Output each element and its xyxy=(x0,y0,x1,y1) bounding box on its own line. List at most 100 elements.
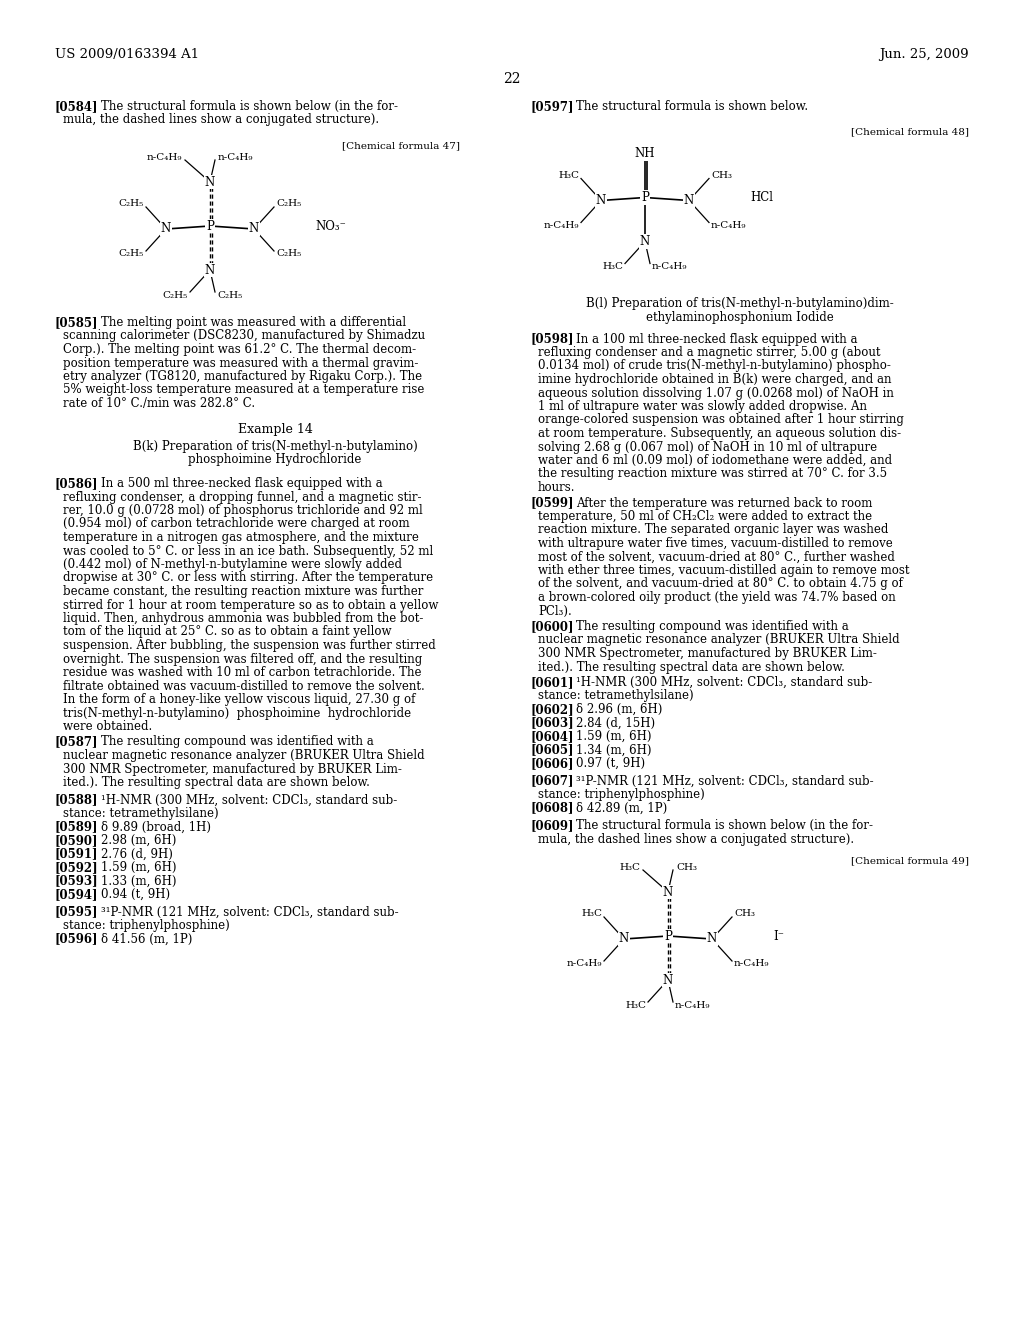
Text: Jun. 25, 2009: Jun. 25, 2009 xyxy=(880,48,969,61)
Text: [0593]: [0593] xyxy=(55,874,98,887)
Text: 0.97 (t, 9H): 0.97 (t, 9H) xyxy=(575,756,645,770)
Text: [0589]: [0589] xyxy=(55,821,98,833)
Text: [0584]: [0584] xyxy=(55,100,98,114)
Text: δ 9.89 (broad, 1H): δ 9.89 (broad, 1H) xyxy=(101,821,211,833)
Text: C₂H₅: C₂H₅ xyxy=(119,249,144,259)
Text: P: P xyxy=(206,219,214,232)
Text: 2.84 (d, 15H): 2.84 (d, 15H) xyxy=(575,717,655,730)
Text: with ether three times, vacuum-distilled again to remove most: with ether three times, vacuum-distilled… xyxy=(538,564,909,577)
Text: N: N xyxy=(663,974,673,986)
Text: δ 42.89 (m, 1P): δ 42.89 (m, 1P) xyxy=(575,801,668,814)
Text: [0588]: [0588] xyxy=(55,793,98,807)
Text: H₃C: H₃C xyxy=(558,172,579,180)
Text: The structural formula is shown below (in the for-: The structural formula is shown below (i… xyxy=(575,818,873,832)
Text: ¹H-NMR (300 MHz, solvent: CDCl₃, standard sub-: ¹H-NMR (300 MHz, solvent: CDCl₃, standar… xyxy=(101,793,397,807)
Text: ethylaminophosphonium Iodide: ethylaminophosphonium Iodide xyxy=(646,312,834,323)
Text: 1.59 (m, 6H): 1.59 (m, 6H) xyxy=(575,730,651,743)
Text: with ultrapure water five times, vacuum-distilled to remove: with ultrapure water five times, vacuum-… xyxy=(538,537,893,550)
Text: water and 6 ml (0.09 mol) of iodomethane were added, and: water and 6 ml (0.09 mol) of iodomethane… xyxy=(538,454,892,467)
Text: N: N xyxy=(707,932,717,945)
Text: [0604]: [0604] xyxy=(530,730,573,743)
Text: [0585]: [0585] xyxy=(55,315,98,329)
Text: rate of 10° C./min was 282.8° C.: rate of 10° C./min was 282.8° C. xyxy=(63,397,255,411)
Text: 300 NMR Spectrometer, manufactured by BRUKER Lim-: 300 NMR Spectrometer, manufactured by BR… xyxy=(63,763,401,776)
Text: [Chemical formula 48]: [Chemical formula 48] xyxy=(851,128,969,136)
Text: orange-colored suspension was obtained after 1 hour stirring: orange-colored suspension was obtained a… xyxy=(538,413,904,426)
Text: NO₃⁻: NO₃⁻ xyxy=(315,219,346,232)
Text: 2.98 (m, 6H): 2.98 (m, 6H) xyxy=(101,834,176,847)
Text: stance: triphenylphosphine): stance: triphenylphosphine) xyxy=(538,788,705,801)
Text: B(k) Preparation of tris(N-methyl-n-butylamino): B(k) Preparation of tris(N-methyl-n-buty… xyxy=(133,440,418,453)
Text: [0607]: [0607] xyxy=(530,775,573,788)
Text: Example 14: Example 14 xyxy=(238,422,312,436)
Text: N: N xyxy=(205,264,215,276)
Text: 0.94 (t, 9H): 0.94 (t, 9H) xyxy=(101,888,170,902)
Text: were obtained.: were obtained. xyxy=(63,719,153,733)
Text: solving 2.68 g (0.067 mol) of NaOH in 10 ml of ultrapure: solving 2.68 g (0.067 mol) of NaOH in 10… xyxy=(538,441,878,454)
Text: The resulting compound was identified with a: The resulting compound was identified wi… xyxy=(575,620,849,634)
Text: mula, the dashed lines show a conjugated structure).: mula, the dashed lines show a conjugated… xyxy=(538,833,854,846)
Text: US 2009/0163394 A1: US 2009/0163394 A1 xyxy=(55,48,199,61)
Text: 1.59 (m, 6H): 1.59 (m, 6H) xyxy=(101,861,176,874)
Text: tom of the liquid at 25° C. so as to obtain a faint yellow: tom of the liquid at 25° C. so as to obt… xyxy=(63,626,391,639)
Text: H₃C: H₃C xyxy=(625,1001,646,1010)
Text: [0601]: [0601] xyxy=(530,676,573,689)
Text: dropwise at 30° C. or less with stirring. After the temperature: dropwise at 30° C. or less with stirring… xyxy=(63,572,433,585)
Text: [0606]: [0606] xyxy=(530,756,573,770)
Text: PCl₃).: PCl₃). xyxy=(538,605,571,618)
Text: at room temperature. Subsequently, an aqueous solution dis-: at room temperature. Subsequently, an aq… xyxy=(538,426,901,440)
Text: [0609]: [0609] xyxy=(530,818,573,832)
Text: NH: NH xyxy=(635,147,655,160)
Text: 300 NMR Spectrometer, manufactured by BRUKER Lim-: 300 NMR Spectrometer, manufactured by BR… xyxy=(538,647,877,660)
Text: CH₃: CH₃ xyxy=(711,172,732,180)
Text: temperature in a nitrogen gas atmosphere, and the mixture: temperature in a nitrogen gas atmosphere… xyxy=(63,531,419,544)
Text: n-C₄H₉: n-C₄H₉ xyxy=(218,153,254,161)
Text: (0.954 mol) of carbon tetrachloride were charged at room: (0.954 mol) of carbon tetrachloride were… xyxy=(63,517,410,531)
Text: nuclear magnetic resonance analyzer (BRUKER Ultra Shield: nuclear magnetic resonance analyzer (BRU… xyxy=(63,748,425,762)
Text: N: N xyxy=(205,176,215,189)
Text: stance: tetramethylsilane): stance: tetramethylsilane) xyxy=(63,807,219,820)
Text: a brown-colored oily product (the yield was 74.7% based on: a brown-colored oily product (the yield … xyxy=(538,591,896,605)
Text: 5% weight-loss temperature measured at a temperature rise: 5% weight-loss temperature measured at a… xyxy=(63,384,424,396)
Text: In a 100 ml three-necked flask equipped with a: In a 100 ml three-necked flask equipped … xyxy=(575,333,857,346)
Text: n-C₄H₉: n-C₄H₉ xyxy=(711,220,746,230)
Text: C₂H₅: C₂H₅ xyxy=(276,249,301,259)
Text: [0597]: [0597] xyxy=(530,100,573,114)
Text: scanning calorimeter (DSC8230, manufactured by Shimadzu: scanning calorimeter (DSC8230, manufactu… xyxy=(63,330,425,342)
Text: filtrate obtained was vacuum-distilled to remove the solvent.: filtrate obtained was vacuum-distilled t… xyxy=(63,680,425,693)
Text: mula, the dashed lines show a conjugated structure).: mula, the dashed lines show a conjugated… xyxy=(63,114,379,127)
Text: [0598]: [0598] xyxy=(530,333,573,346)
Text: n-C₄H₉: n-C₄H₉ xyxy=(652,261,687,271)
Text: became constant, the resulting reaction mixture was further: became constant, the resulting reaction … xyxy=(63,585,423,598)
Text: ited.). The resulting spectral data are shown below.: ited.). The resulting spectral data are … xyxy=(538,660,845,673)
Text: was cooled to 5° C. or less in an ice bath. Subsequently, 52 ml: was cooled to 5° C. or less in an ice ba… xyxy=(63,544,433,557)
Text: n-C₄H₉: n-C₄H₉ xyxy=(675,1001,711,1010)
Text: n-C₄H₉: n-C₄H₉ xyxy=(566,960,602,969)
Text: P: P xyxy=(641,191,649,205)
Text: [0594]: [0594] xyxy=(55,888,98,902)
Text: [0602]: [0602] xyxy=(530,704,573,715)
Text: I⁻: I⁻ xyxy=(773,929,784,942)
Text: ³¹P-NMR (121 MHz, solvent: CDCl₃, standard sub-: ³¹P-NMR (121 MHz, solvent: CDCl₃, standa… xyxy=(575,775,873,788)
Text: N: N xyxy=(640,235,650,248)
Text: N: N xyxy=(684,194,694,207)
Text: liquid. Then, anhydrous ammonia was bubbled from the bot-: liquid. Then, anhydrous ammonia was bubb… xyxy=(63,612,423,624)
Text: suspension. After bubbling, the suspension was further stirred: suspension. After bubbling, the suspensi… xyxy=(63,639,436,652)
Text: (0.442 mol) of N-methyl-n-butylamine were slowly added: (0.442 mol) of N-methyl-n-butylamine wer… xyxy=(63,558,402,572)
Text: N: N xyxy=(618,932,629,945)
Text: N: N xyxy=(663,886,673,899)
Text: C₂H₅: C₂H₅ xyxy=(163,290,188,300)
Text: N: N xyxy=(249,223,259,235)
Text: refluxing condenser, a dropping funnel, and a magnetic stir-: refluxing condenser, a dropping funnel, … xyxy=(63,491,422,503)
Text: CH₃: CH₃ xyxy=(734,909,755,919)
Text: [0591]: [0591] xyxy=(55,847,98,861)
Text: [0587]: [0587] xyxy=(55,735,98,748)
Text: n-C₄H₉: n-C₄H₉ xyxy=(146,153,182,161)
Text: [0608]: [0608] xyxy=(530,801,573,814)
Text: The resulting compound was identified with a: The resulting compound was identified wi… xyxy=(101,735,374,748)
Text: imine hydrochloride obtained in B(k) were charged, and an: imine hydrochloride obtained in B(k) wer… xyxy=(538,374,892,385)
Text: The structural formula is shown below.: The structural formula is shown below. xyxy=(575,100,808,114)
Text: [0596]: [0596] xyxy=(55,932,98,945)
Text: In the form of a honey-like yellow viscous liquid, 27.30 g of: In the form of a honey-like yellow visco… xyxy=(63,693,416,706)
Text: [0605]: [0605] xyxy=(530,743,573,756)
